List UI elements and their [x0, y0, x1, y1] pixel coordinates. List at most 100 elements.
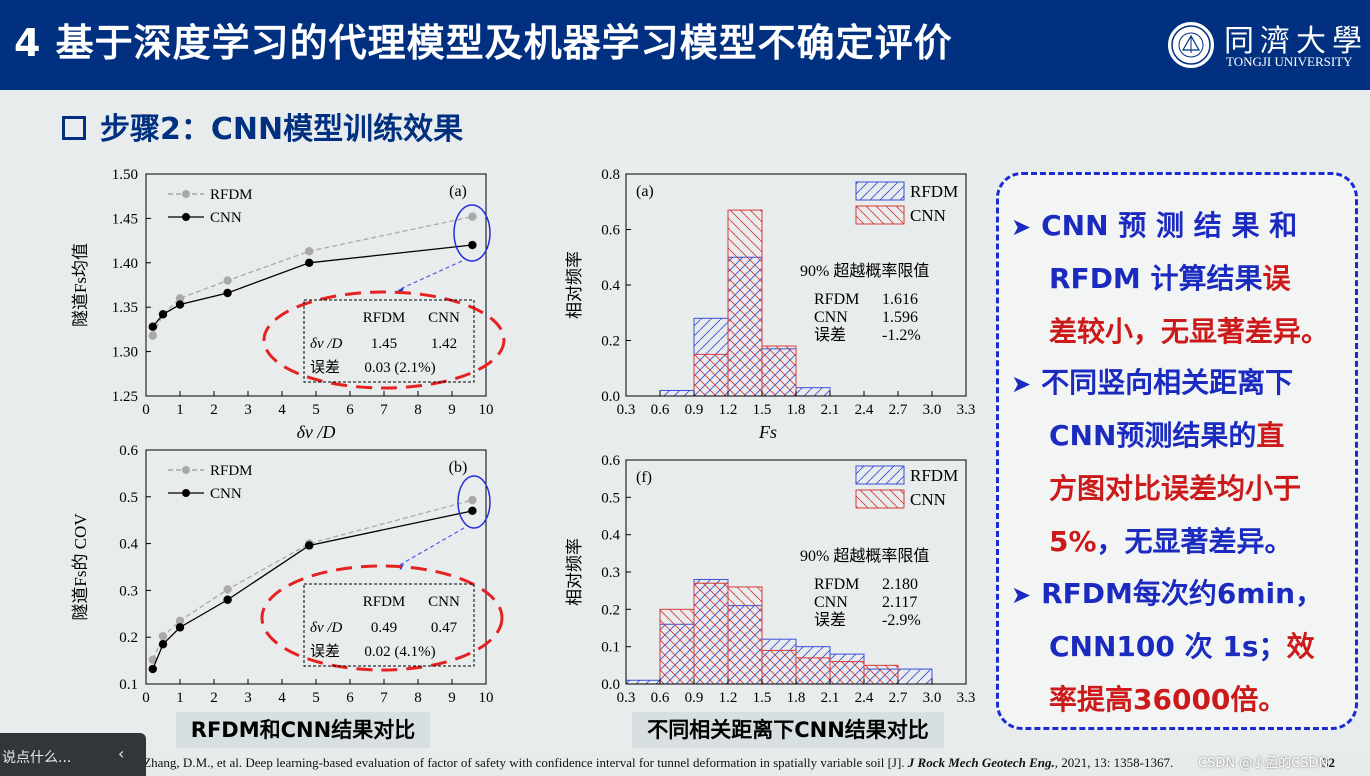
- annotation-title: 90% 超越概率限值: [800, 262, 929, 280]
- y-tick-label: 0.0: [601, 389, 620, 405]
- histogram-bar-cnn: [659, 608, 695, 685]
- citation-text: Zhang, J.Z., Phoon, K.K., Zhang, D.M., e…: [6, 755, 908, 770]
- legend-cnn-label: CNN: [210, 486, 242, 502]
- legend-rfdm-swatch: [855, 465, 905, 485]
- series-line-cnn: [152, 244, 473, 328]
- legend-rfdm-label: RFDM: [910, 466, 958, 485]
- x-tick-label: 2.4: [855, 402, 874, 418]
- legend-cnn-label: CNN: [210, 210, 242, 226]
- summary-line: ➤ RFDM每次约6min，: [1011, 577, 1324, 610]
- x-tick-label: 0: [142, 402, 150, 418]
- x-tick-label: 0.3: [617, 402, 636, 418]
- summary-line: 5%，无显著差异。: [1049, 525, 1293, 558]
- chevron-left-icon[interactable]: ‹: [118, 744, 125, 763]
- data-point-cnn: [223, 288, 232, 298]
- y-axis-label: 相对频率: [565, 251, 584, 319]
- x-tick-label: 8: [414, 402, 422, 418]
- table-header: CNN: [428, 594, 460, 610]
- x-tick-label: 6: [346, 402, 354, 418]
- y-axis-label: 隧道Fs的 COV: [71, 513, 90, 621]
- data-point-cnn: [305, 541, 314, 550]
- histogram-bar-cnn: [693, 353, 729, 397]
- university-seal-icon: [1166, 20, 1216, 70]
- page-number: 32: [1322, 755, 1335, 770]
- histogram-bar-cnn: [727, 209, 763, 397]
- data-point-cnn: [158, 640, 168, 649]
- caption-left: RFDM和CNN结果对比: [176, 712, 430, 748]
- y-tick-label: 0.8: [601, 167, 620, 183]
- y-tick-label: 1.40: [112, 256, 138, 272]
- x-tick-label: 0.6: [651, 402, 670, 418]
- x-tick-label: 10: [479, 402, 494, 418]
- x-tick-label: 4: [278, 402, 286, 418]
- y-axis-label: 隧道Fs均值: [71, 243, 90, 327]
- legend-cnn-swatch: [855, 205, 905, 225]
- annotation-title: 90% 超越概率限值: [800, 547, 929, 565]
- y-tick-label: 0.5: [119, 490, 138, 506]
- legend-rfdm-marker: [182, 466, 190, 474]
- x-tick-label: 2: [210, 402, 218, 418]
- legend-cnn-marker: [182, 213, 190, 221]
- x-tick-label: 1.5: [753, 690, 772, 706]
- data-point-rfdm: [305, 247, 314, 256]
- y-tick-label: 0.4: [601, 278, 620, 294]
- table-header: CNN: [428, 310, 460, 326]
- x-tick-label: 3.0: [923, 402, 942, 418]
- table-row-label: 误差: [310, 643, 340, 660]
- x-tick-label: 9: [448, 402, 456, 418]
- highlight-circle: [453, 204, 491, 262]
- x-tick-label: 3: [244, 402, 252, 418]
- annotation-value: -1.2%: [882, 327, 921, 344]
- x-tick-label: 0.9: [685, 402, 704, 418]
- data-point-cnn: [148, 322, 157, 331]
- legend-cnn-swatch: [855, 489, 905, 509]
- title-bar: 4 基于深度学习的代理模型及机器学习模型不确定评价 同濟大學 TONGJI UN…: [0, 0, 1370, 90]
- summary-line: RFDM 计算结果误: [1049, 262, 1291, 295]
- panel-label: (a): [636, 183, 654, 200]
- x-tick-label: 7: [380, 402, 388, 418]
- data-point-rfdm: [148, 331, 157, 340]
- annotation-label: CNN: [814, 594, 848, 611]
- series-line-cnn: [152, 510, 473, 670]
- slide-title: 4 基于深度学习的代理模型及机器学习模型不确定评价: [14, 21, 953, 65]
- table-cell: 0.47: [431, 620, 458, 636]
- emphasis-ellipse: [262, 290, 506, 390]
- y-tick-label: 1.25: [112, 389, 138, 405]
- table-cell: 0.02 (4.1%): [364, 644, 435, 660]
- y-tick-label: 1.30: [112, 345, 138, 361]
- data-point-cnn: [305, 258, 314, 267]
- data-point-cnn: [468, 506, 477, 516]
- section-subheading: 步骤2：CNN模型训练效果: [62, 104, 463, 148]
- x-tick-label: 3.3: [957, 402, 976, 418]
- x-axis-label: δv /D: [297, 422, 336, 442]
- histogram-bar-cnn: [693, 582, 729, 685]
- legend-rfdm-marker: [182, 190, 190, 198]
- annotation-value: -2.9%: [882, 612, 921, 629]
- x-tick-label: 1.8: [787, 690, 806, 706]
- value-table-frame: [303, 583, 475, 667]
- arrow-bullet-icon: ➤: [1011, 370, 1032, 398]
- x-tick-label: 3: [244, 690, 252, 706]
- summary-line: CNN100 次 1s；效: [1049, 630, 1315, 663]
- annotation-value: 1.596: [882, 309, 918, 326]
- arrow-bullet-icon: ➤: [1011, 213, 1032, 241]
- comment-placeholder[interactable]: 说点什么...: [2, 750, 72, 766]
- x-tick-label: 1: [176, 690, 184, 706]
- histogram-bar-cnn: [761, 345, 797, 397]
- y-axis-label: 相对频率: [565, 538, 584, 606]
- table-cell: 0.03 (2.1%): [364, 360, 435, 376]
- x-tick-label: 0.6: [651, 690, 670, 706]
- annotation-label: CNN: [814, 309, 848, 326]
- subheading-text: 步骤2：CNN模型训练效果: [100, 112, 464, 147]
- y-tick-label: 0.4: [119, 537, 138, 553]
- x-tick-label: 4: [278, 690, 286, 706]
- watermark: CSDN @小孟的CSDN: [1198, 756, 1329, 771]
- y-tick-label: 0.5: [601, 490, 620, 506]
- comment-popup[interactable]: 说点什么... ‹: [0, 733, 146, 776]
- y-tick-label: 0.6: [601, 223, 620, 239]
- histogram-bar-rfdm: [659, 389, 695, 397]
- summary-line: 差较小，无显著差异。: [1049, 315, 1330, 348]
- series-line-rfdm: [152, 215, 473, 336]
- x-tick-label: 3.0: [923, 690, 942, 706]
- x-tick-label: 8: [414, 690, 422, 706]
